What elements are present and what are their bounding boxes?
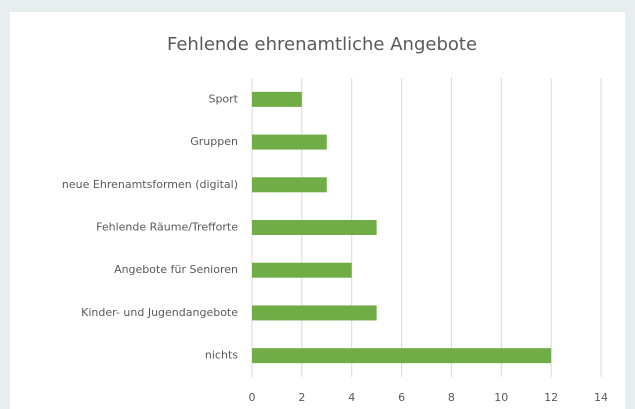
bar [252, 220, 377, 235]
y-tick-label: Kinder- und Jugendangebote [81, 306, 238, 319]
x-tick-label: 12 [544, 391, 558, 404]
x-tick-label: 2 [298, 391, 305, 404]
y-tick-label: nichts [205, 349, 238, 362]
x-tick-label: 4 [348, 391, 355, 404]
bar [252, 134, 327, 150]
y-tick-label: neue Ehrenamtsformen (digital) [62, 178, 238, 191]
bar [252, 91, 302, 107]
y-tick-label: Sport [208, 92, 238, 105]
y-tick-label: Fehlende Räume/Trefforte [96, 221, 238, 234]
x-tick-label: 8 [448, 391, 455, 404]
x-tick-label: 0 [249, 391, 256, 404]
x-tick-label: 10 [494, 391, 508, 404]
chart-area [10, 12, 625, 409]
y-tick-label: Angebote für Senioren [114, 263, 238, 276]
chart-title: Fehlende ehrenamtliche Angebote [167, 34, 477, 55]
bar [252, 262, 352, 278]
y-tick-label: Gruppen [190, 135, 238, 148]
bar [252, 177, 327, 193]
x-tick-label: 14 [594, 391, 608, 404]
x-tick-label: 6 [398, 391, 405, 404]
bar [252, 348, 552, 364]
bar [252, 305, 377, 321]
